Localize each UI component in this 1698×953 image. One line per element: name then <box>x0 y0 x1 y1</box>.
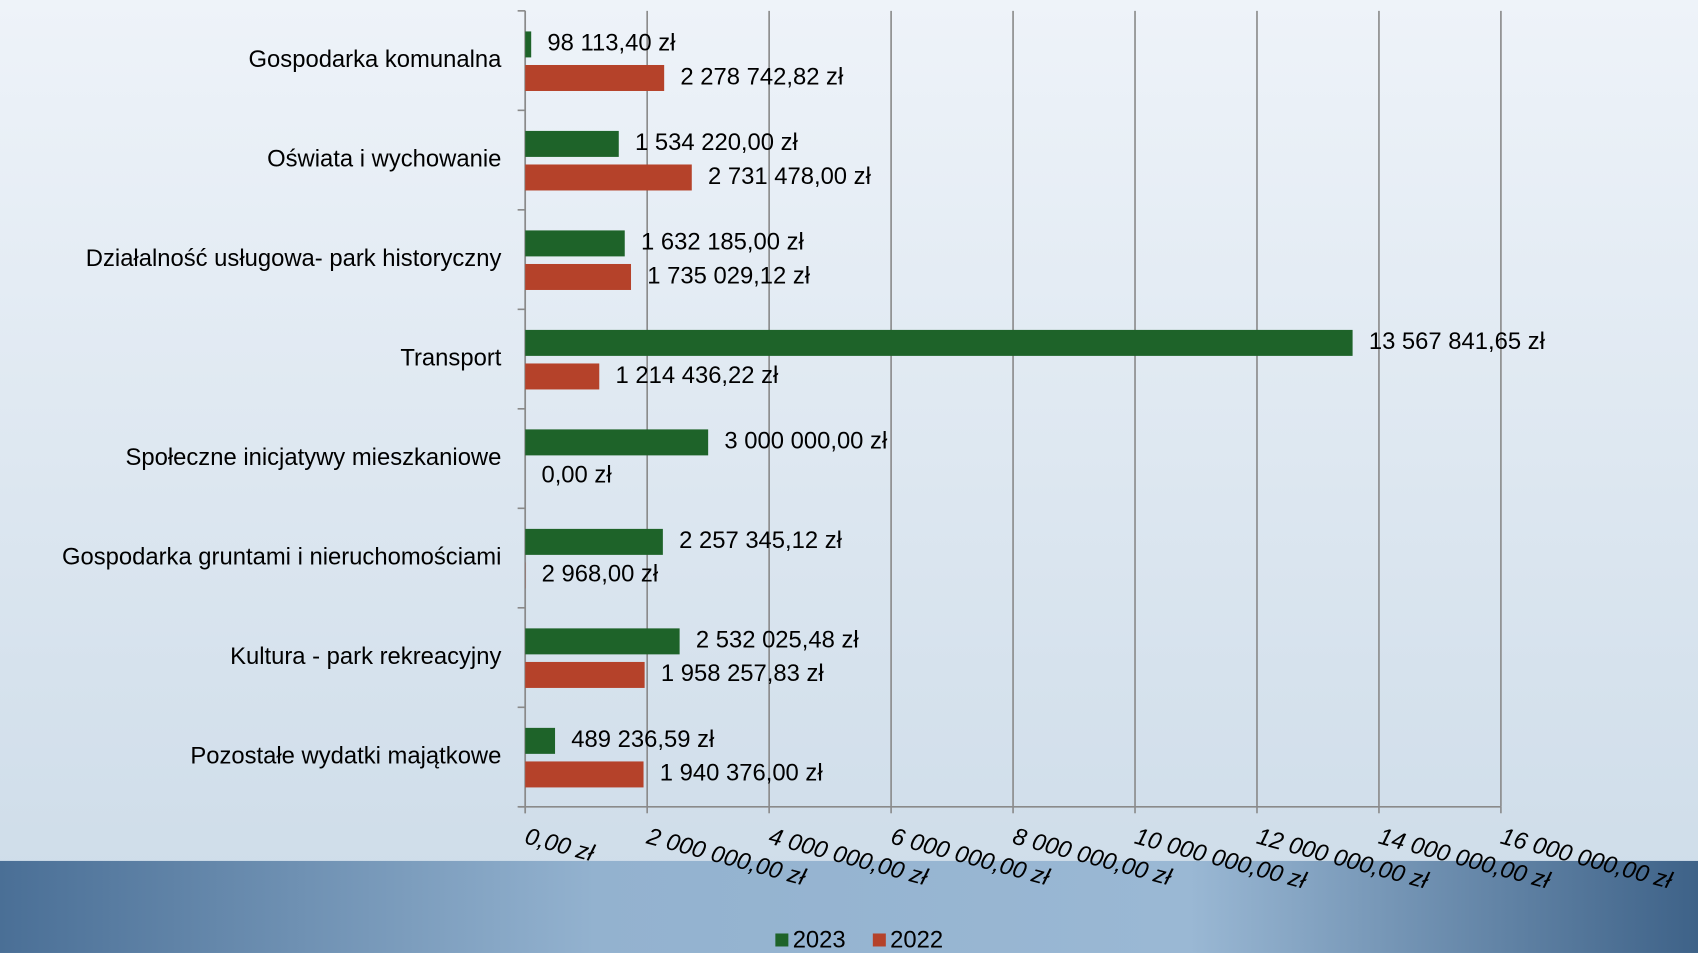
category-label: Kultura - park rekreacyjny <box>230 643 501 670</box>
bar <box>525 628 680 655</box>
data-label: 2 968,00 zł <box>542 561 659 588</box>
bar <box>525 164 692 191</box>
data-label: 2 731 478,00 zł <box>708 163 872 190</box>
category-label: Transport <box>400 344 501 371</box>
data-label: 2 532 025,48 zł <box>696 627 860 654</box>
category-label: Społeczne inicjatywy mieszkaniowe <box>126 444 502 471</box>
bar <box>525 528 663 555</box>
data-label: 2 257 345,12 zł <box>679 527 843 554</box>
bar <box>525 31 532 58</box>
data-label: 489 236,59 zł <box>571 726 715 753</box>
bar <box>525 727 556 754</box>
data-label: 98 113,40 zł <box>547 30 676 57</box>
bar <box>525 263 632 290</box>
data-label: 1 632 185,00 zł <box>641 229 805 256</box>
bar <box>525 329 1353 356</box>
legend-swatch <box>775 933 789 947</box>
data-label: 1 534 220,00 zł <box>635 129 799 156</box>
data-label: 13 567 841,65 zł <box>1369 328 1546 355</box>
bar <box>525 130 619 157</box>
bar <box>525 363 600 390</box>
bar <box>525 429 709 456</box>
data-label: 0,00 zł <box>541 461 612 488</box>
data-label: 3 000 000,00 zł <box>724 428 888 455</box>
bar <box>525 230 625 257</box>
category-label: Gospodarka gruntami i nieruchomościami <box>62 543 501 570</box>
category-label: Gospodarka komunalna <box>249 46 503 73</box>
footer-band <box>0 860 1698 953</box>
category-label: Oświata i wychowanie <box>267 145 501 172</box>
data-label: 2 278 742,82 zł <box>680 63 844 90</box>
data-label: 1 940 376,00 zł <box>660 760 824 787</box>
legend-swatch <box>872 933 886 947</box>
category-label: Pozostałe wydatki majątkowe <box>190 742 501 769</box>
bar <box>525 64 665 91</box>
legend-label: 2022 <box>890 926 943 953</box>
bar <box>525 661 645 688</box>
data-label: 1 958 257,83 zł <box>661 660 825 687</box>
legend-label: 2023 <box>793 926 846 953</box>
data-label: 1 735 029,12 zł <box>647 262 811 289</box>
category-label: Działalność usługowa- park historyczny <box>86 245 502 272</box>
bar <box>525 761 644 788</box>
data-label: 1 214 436,22 zł <box>616 362 780 389</box>
